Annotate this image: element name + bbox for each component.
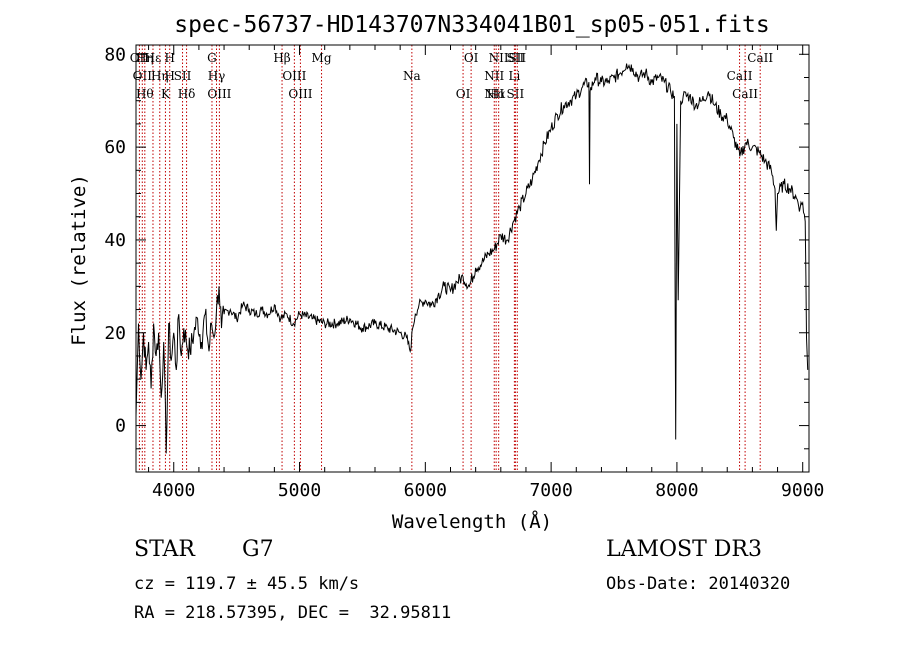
line-label-26-0: CaII: [732, 87, 758, 101]
x-tick-label-3: 7000: [529, 480, 572, 501]
coordinates: RA = 218.57395, DEC = 32.95811: [134, 603, 452, 623]
line-label-23-0: SII: [507, 87, 525, 101]
spectrum-line: [135, 63, 809, 454]
line-label-1-0: OII: [133, 69, 153, 83]
line-label-2-0: Hθ: [136, 87, 154, 101]
line-label-8-0: Hδ: [178, 87, 196, 101]
line-label-16-0: Na: [403, 69, 421, 83]
line-label-23-1: SII: [507, 51, 525, 65]
line-label-12-0: Hβ: [273, 51, 290, 65]
line-label-25-0: CaII: [727, 69, 753, 83]
line-label-24-0: SII: [508, 51, 526, 65]
x-tick-label-5: 9000: [781, 480, 824, 501]
line-label-17-0: OI: [456, 87, 471, 101]
line-label-6-0: H: [164, 51, 174, 65]
axis-ticks: 4000 5000 6000 7000 8000 9000 0 20 40 60 80: [104, 44, 824, 501]
line-label-20-0: Hα: [487, 87, 506, 101]
line-label-21-0: NII: [489, 51, 509, 65]
y-axis-label: Flux (relative): [68, 174, 90, 346]
x-axis-label: Wavelength (Å): [392, 510, 552, 533]
line-label-19-0: NII: [484, 69, 504, 83]
line-label-9-0: G: [207, 51, 217, 65]
line-label-6-1: H: [164, 69, 174, 83]
line-label-18-0: OI: [464, 51, 479, 65]
y-tick-label-2: 40: [104, 230, 126, 251]
line-label-14-0: OIII: [288, 87, 312, 101]
redshift-cz: cz = 119.7 ± 45.5 km/s: [134, 574, 360, 594]
line-label-10-0: Hγ: [208, 69, 226, 83]
line-label-27-0: CaII: [747, 51, 773, 65]
x-tick-label-4: 8000: [655, 480, 698, 501]
line-label-13-0: OIII: [282, 69, 306, 83]
y-tick-label-1: 20: [104, 323, 126, 344]
x-tick-label-1: 5000: [278, 480, 321, 501]
line-label-4-0: Hη: [151, 69, 169, 83]
plot-frame: [135, 44, 810, 473]
x-tick-label-0: 4000: [152, 480, 195, 501]
y-tick-label-4: 80: [104, 44, 126, 65]
object-subclass: G7: [242, 537, 274, 562]
y-tick-label-0: 0: [115, 416, 126, 437]
object-class: STAR: [134, 537, 195, 562]
line-label-11-0: OIII: [207, 87, 231, 101]
line-label-15-0: Mg: [312, 51, 332, 65]
y-tick-label-3: 60: [104, 137, 126, 158]
line-label-5-0: K: [161, 87, 171, 101]
spectrum-series: [135, 63, 809, 454]
line-label-3-0: Hε: [145, 51, 162, 65]
line-markers: OIIOIIHθHηHεHηKHHSIIHδGHγOIIIHβOIIIOIIIM…: [130, 45, 773, 472]
line-label-22-0: Li: [508, 69, 520, 83]
survey-name: LAMOST DR3: [606, 537, 762, 562]
obs-date: Obs-Date: 20140320: [606, 574, 791, 594]
line-label-7-0: SII: [174, 69, 192, 83]
x-tick-label-2: 6000: [404, 480, 447, 501]
line-label-19-1: NII: [484, 87, 504, 101]
chart-title: spec-56737-HD143707N334041B01_sp05-051.f…: [174, 12, 769, 38]
